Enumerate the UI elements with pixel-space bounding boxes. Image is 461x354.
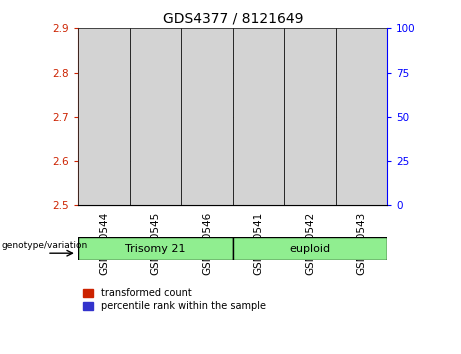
Bar [355, 187, 368, 191]
Bar [149, 180, 162, 184]
FancyBboxPatch shape [78, 237, 233, 260]
Text: genotype/variation: genotype/variation [1, 241, 88, 250]
FancyBboxPatch shape [233, 237, 387, 260]
FancyBboxPatch shape [336, 28, 387, 205]
Legend: transformed count, percentile rank within the sample: transformed count, percentile rank withi… [83, 288, 266, 311]
Bar [252, 188, 265, 193]
FancyBboxPatch shape [233, 28, 284, 205]
FancyBboxPatch shape [130, 28, 181, 205]
FancyBboxPatch shape [181, 28, 233, 205]
FancyBboxPatch shape [78, 28, 130, 205]
Bar [252, 185, 265, 205]
Bar [201, 185, 213, 205]
Title: GDS4377 / 8121649: GDS4377 / 8121649 [163, 12, 303, 26]
Text: euploid: euploid [290, 244, 331, 254]
Bar [98, 184, 111, 188]
Bar [201, 189, 213, 193]
Text: Trisomy 21: Trisomy 21 [125, 244, 186, 254]
Bar [98, 106, 111, 205]
Bar [355, 163, 368, 205]
Bar [304, 192, 316, 205]
Bar [149, 66, 162, 205]
Bar [304, 189, 316, 193]
FancyBboxPatch shape [284, 28, 336, 205]
